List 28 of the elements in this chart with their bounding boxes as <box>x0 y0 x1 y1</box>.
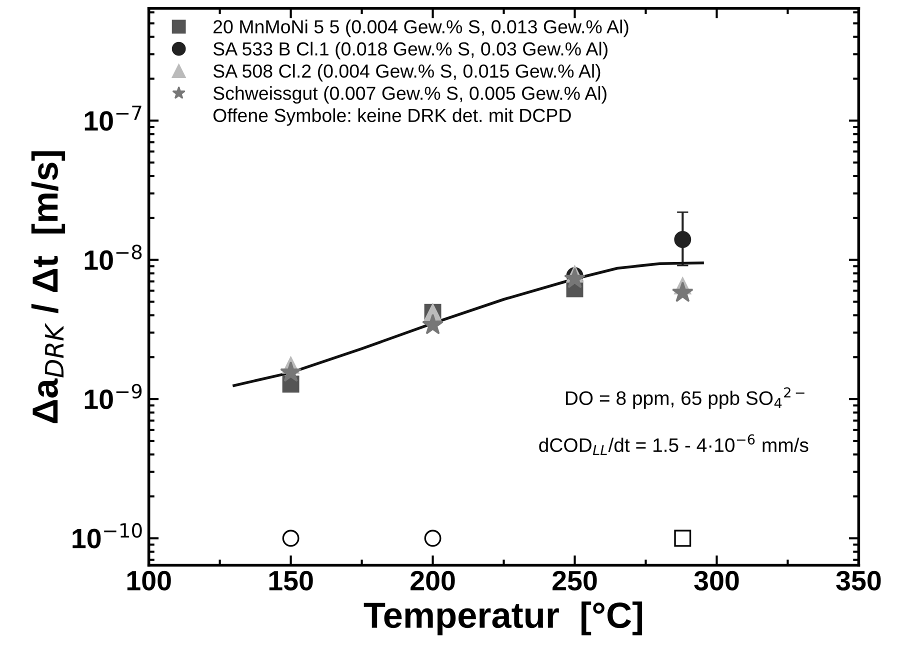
annotation: DO = 8 ppm, 65 ppb SO$_{4}$$^{2−}$ <box>566 387 804 409</box>
x-tick-label: 100 <box>127 570 171 591</box>
legend-label: Schweissgut (0.007 Gew.% S, 0.005 Gew.% Al) <box>213 86 606 104</box>
y-axis-title: Δa$_{DRK}$ / Δt [m/s] <box>31 151 66 424</box>
point <box>280 361 302 382</box>
point <box>564 268 586 288</box>
x-axis-title: Temperatur [°C] <box>364 602 642 636</box>
x-tick-label: 250 <box>552 570 597 591</box>
point <box>422 314 444 334</box>
x-tick-label: 150 <box>269 570 313 591</box>
legend-label: 20 MnMoNi 5 5 (0.004 Gew.% S, 0.013 Gew.% Al) <box>214 20 628 38</box>
line-series <box>232 262 704 387</box>
x-tick-label: 350 <box>836 570 881 591</box>
annotation: Offene Symbole: keine DRK det. mit DCPD <box>213 108 571 126</box>
y-tick-label: 10$^{−8}$ <box>84 244 142 270</box>
annotation: dCOD$_{LL}$/dt = 1.5 - 4·10$^{−6}$ mm/s <box>539 434 808 456</box>
legend-label: SA 508 Cl.2 (0.004 Gew.% S, 0.015 Gew.% Al) <box>213 64 600 82</box>
y-tick-label: 10$^{−10}$ <box>72 523 142 548</box>
point <box>672 282 694 302</box>
point <box>424 530 442 547</box>
x-tick-label: 300 <box>694 570 739 591</box>
x-tick-label: 200 <box>410 570 455 591</box>
point <box>282 530 300 547</box>
point <box>674 231 692 248</box>
y-tick-label: 10$^{−7}$ <box>84 106 142 131</box>
point <box>674 530 692 547</box>
legend-label: SA 533 B Cl.1 (0.018 Gew.% S, 0.03 Gew.% Al) <box>213 42 608 60</box>
y-tick-label: 10$^{−9}$ <box>84 384 142 410</box>
